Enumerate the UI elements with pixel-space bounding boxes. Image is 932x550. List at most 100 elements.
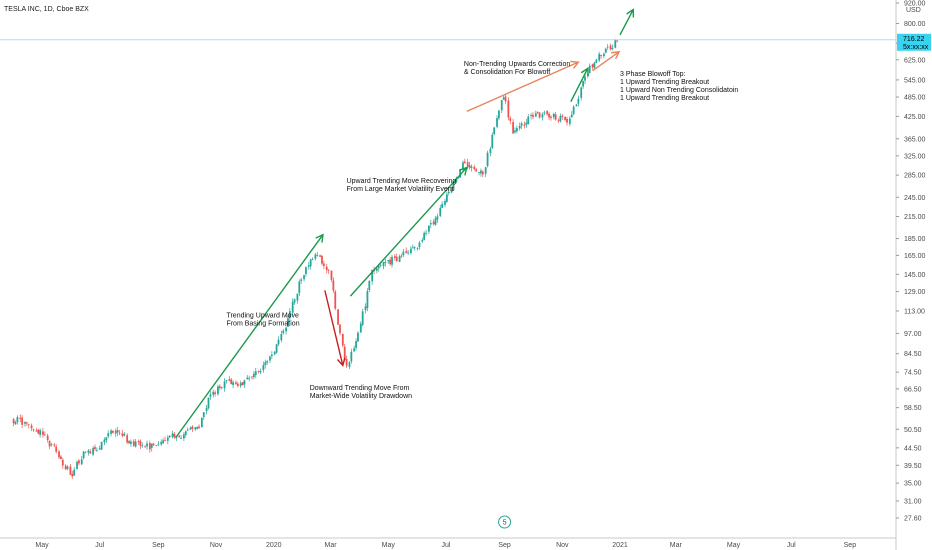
- candle-body: [241, 382, 244, 386]
- y-tick-label: 365.00: [904, 136, 926, 143]
- last-price-tag: [897, 33, 931, 51]
- candle-body: [582, 80, 585, 87]
- candle-body: [413, 247, 416, 249]
- candle-body: [568, 118, 571, 124]
- candle-body: [191, 426, 194, 429]
- candle-body: [217, 386, 219, 395]
- trend-arrow-head: [336, 357, 346, 367]
- candle-body: [402, 251, 405, 256]
- candle-body: [512, 122, 515, 134]
- trend-arrow-line: [592, 51, 620, 72]
- candle-body: [527, 116, 530, 125]
- annotation-text: Upward Trending Move Recovering: [347, 178, 457, 185]
- candle-body: [134, 441, 137, 447]
- candle-body: [447, 191, 450, 194]
- candle-body: [209, 394, 212, 397]
- candle-body: [559, 115, 562, 122]
- candle-body: [71, 473, 74, 477]
- candle-body: [566, 118, 568, 123]
- candle-body: [432, 221, 435, 225]
- candle-body: [444, 201, 446, 205]
- candle-body: [105, 437, 108, 441]
- candle-body: [504, 96, 507, 102]
- candle-body: [218, 386, 221, 388]
- candle-body: [186, 429, 189, 431]
- candle-body: [287, 318, 289, 327]
- candle-body: [536, 112, 539, 113]
- candle-body: [39, 430, 42, 435]
- candle-body: [366, 291, 369, 308]
- candle-body: [55, 446, 58, 452]
- candle-body: [32, 429, 35, 431]
- candle-body: [434, 218, 437, 225]
- candle-body: [327, 269, 330, 271]
- candle-body: [606, 46, 609, 48]
- candle-body: [253, 373, 255, 377]
- candle-body: [257, 371, 260, 372]
- candle-body: [466, 162, 469, 167]
- candle-body: [321, 255, 323, 264]
- candle-body: [21, 417, 24, 425]
- candle-body: [314, 254, 317, 259]
- candle-body: [319, 255, 322, 257]
- candle-body: [337, 309, 339, 325]
- candle-body: [379, 264, 382, 266]
- candle-body: [132, 441, 135, 446]
- candle-body: [421, 240, 424, 242]
- candle-body: [14, 422, 17, 425]
- candle-body: [584, 76, 586, 81]
- candle-body: [359, 323, 362, 333]
- candle-body: [305, 267, 307, 275]
- candle-body: [538, 112, 541, 118]
- candle-body: [94, 447, 96, 450]
- candle-body: [61, 459, 64, 466]
- candle-body: [43, 434, 46, 436]
- candle-body: [546, 111, 549, 115]
- candle-body: [84, 451, 87, 453]
- candle-body: [491, 134, 494, 148]
- candle-body: [375, 268, 378, 271]
- candle-body: [316, 255, 319, 257]
- candle-body: [225, 380, 228, 381]
- candle-body: [398, 256, 401, 262]
- x-tick-label: Jul: [95, 542, 104, 549]
- candle-body: [498, 110, 500, 119]
- candle-body: [235, 382, 237, 384]
- trend-arrow-line: [619, 9, 634, 36]
- y-tick-label: 165.00: [904, 253, 926, 260]
- candle-body: [89, 451, 92, 454]
- candle-body: [575, 104, 578, 107]
- candle-body: [303, 275, 305, 280]
- candle-body: [468, 165, 471, 168]
- candle-body: [470, 166, 473, 168]
- candle-body: [548, 113, 550, 118]
- candle-body: [24, 421, 26, 424]
- annotation-text: Non-Trending Upwards Correction: [464, 61, 570, 68]
- candle-body: [103, 439, 106, 443]
- y-tick-label: 74.50: [904, 370, 922, 377]
- y-tick-label: 44.50: [904, 445, 922, 452]
- candle-body: [334, 291, 337, 309]
- candle-body: [300, 279, 303, 281]
- candle-body: [452, 182, 455, 191]
- candle-body: [280, 334, 283, 341]
- candle-body: [525, 122, 528, 125]
- y-tick-label: 27.60: [904, 516, 922, 523]
- candle-body: [564, 116, 567, 121]
- candle-body: [541, 114, 544, 118]
- currency-label: USD: [906, 7, 921, 14]
- candle-body: [277, 339, 280, 345]
- candle-body: [405, 250, 408, 253]
- candle-body: [259, 371, 262, 373]
- y-tick-label: 84.50: [904, 351, 922, 358]
- candle-body: [64, 465, 67, 470]
- candle-body: [60, 456, 62, 459]
- candle-body: [262, 365, 265, 371]
- candle-body: [285, 327, 287, 332]
- candle-body: [168, 435, 171, 438]
- candle-body: [141, 445, 144, 447]
- x-tick-label: Nov: [556, 542, 569, 549]
- annotation-text: 1 Upward Trending Breakout: [620, 79, 709, 86]
- candle-body: [368, 281, 371, 290]
